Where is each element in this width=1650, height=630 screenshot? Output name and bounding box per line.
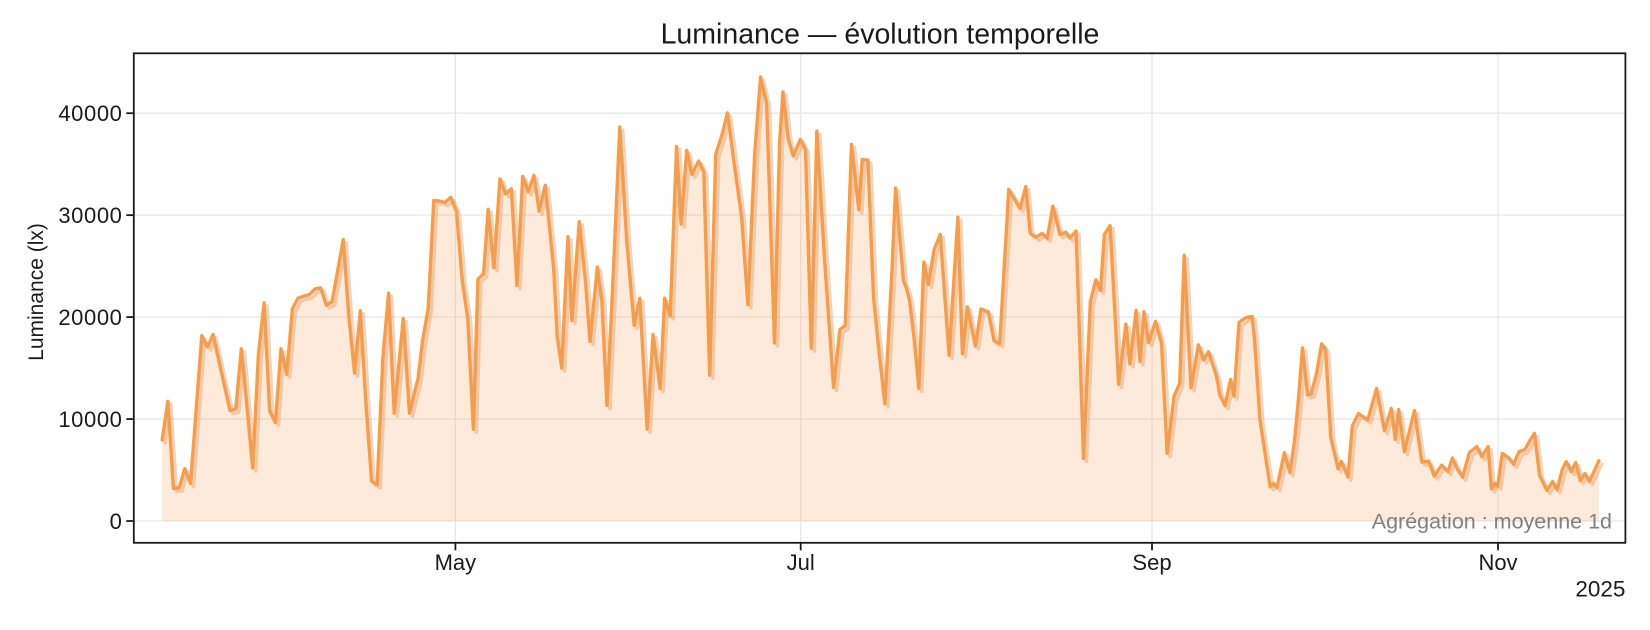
- svg-text:Jul: Jul: [787, 550, 815, 575]
- svg-text:Agrégation : moyenne 1d: Agrégation : moyenne 1d: [1372, 510, 1612, 534]
- svg-text:20000: 20000: [58, 305, 122, 330]
- svg-text:Luminance (lx): Luminance (lx): [25, 223, 48, 361]
- svg-text:Sep: Sep: [1132, 550, 1171, 575]
- svg-text:40000: 40000: [58, 101, 122, 126]
- svg-text:2025: 2025: [1575, 576, 1625, 601]
- svg-text:May: May: [435, 550, 477, 575]
- svg-text:Luminance — évolution temporel: Luminance — évolution temporelle: [661, 18, 1100, 50]
- svg-text:0: 0: [110, 509, 123, 534]
- svg-text:10000: 10000: [58, 407, 122, 432]
- svg-text:30000: 30000: [58, 203, 122, 228]
- svg-text:Nov: Nov: [1478, 550, 1517, 575]
